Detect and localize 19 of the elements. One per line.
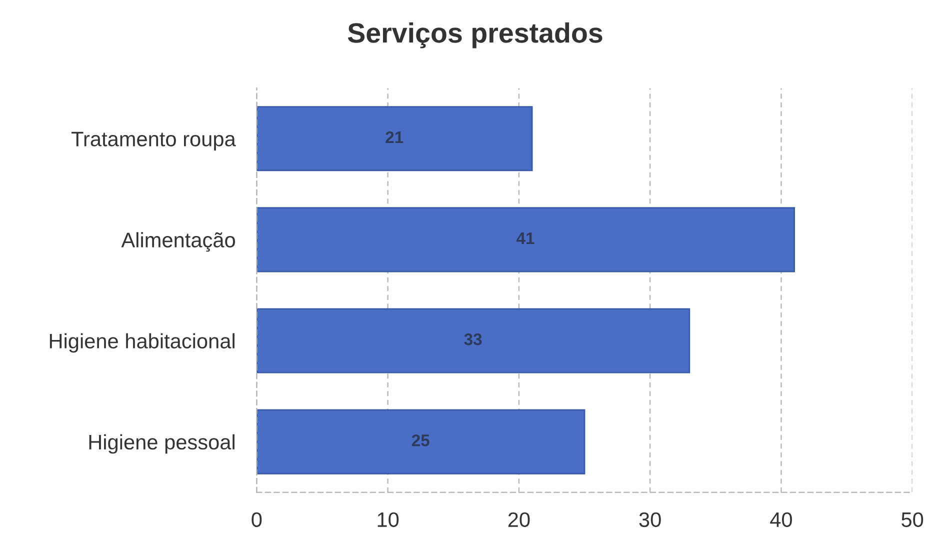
x-tick-label: 20	[508, 512, 530, 528]
bar	[256, 106, 533, 172]
x-tick-label: 40	[770, 512, 792, 528]
y-tick-label: Alimentação	[121, 232, 235, 252]
bar	[256, 207, 796, 272]
y-tick-label: Tratamento roupa	[72, 132, 236, 151]
x-tick-label: 0	[252, 512, 262, 528]
data-label: 21	[386, 131, 404, 143]
bar	[256, 308, 690, 374]
data-label: 25	[412, 434, 430, 446]
x-tick-label: 10	[378, 512, 399, 528]
y-tick-label: Higiene habitacional	[50, 333, 234, 353]
x-tick-label: 50	[902, 512, 924, 528]
data-label: 33	[464, 333, 482, 346]
x-tick-label: 30	[639, 512, 661, 528]
bar	[256, 409, 586, 474]
y-tick-label: Higiene pessoal	[89, 434, 234, 454]
chart-title: Serviços prestados	[348, 22, 602, 48]
data-label: 41	[516, 232, 534, 244]
